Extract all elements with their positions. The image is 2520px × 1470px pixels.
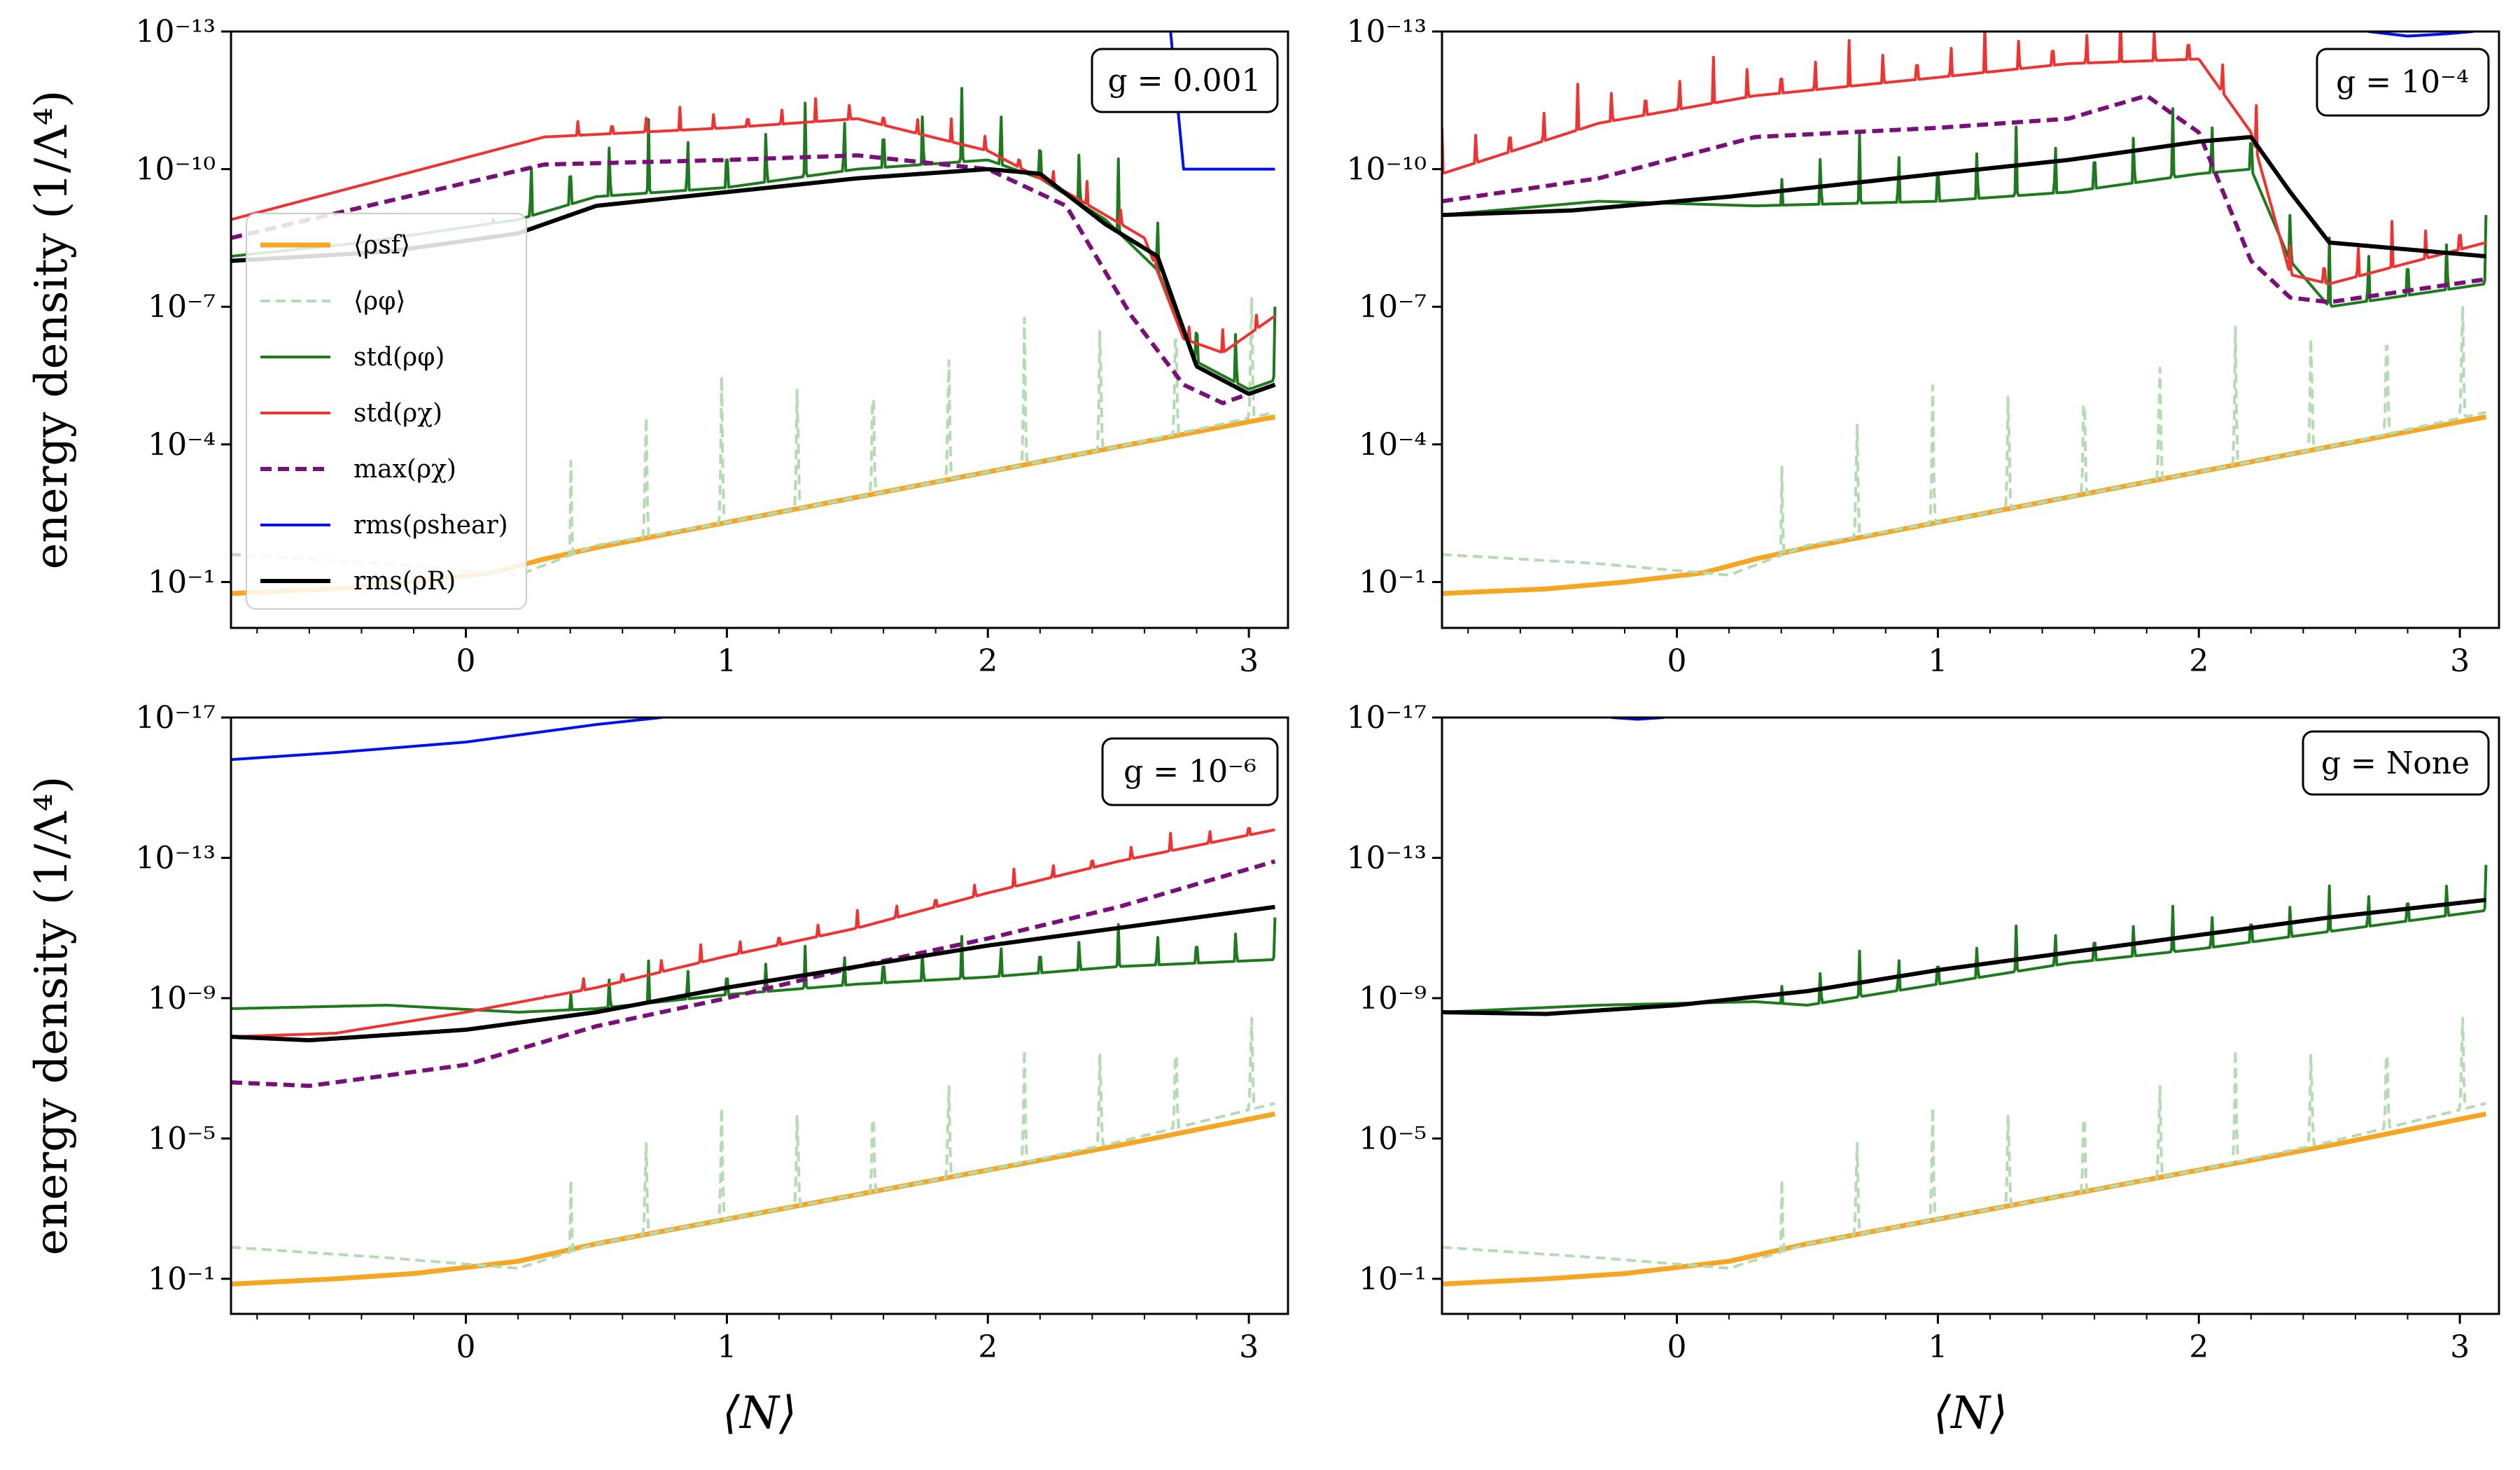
series-rms-rhoshear: [2367, 31, 2474, 38]
axes-frame: [1441, 716, 2500, 1315]
x-tick-label: 2: [978, 643, 997, 679]
y-tick-label: 10⁻¹³: [1347, 14, 1427, 50]
x-tick-label: 2: [2189, 643, 2208, 679]
y-tick-label: 10⁻⁷: [1359, 289, 1427, 325]
legend-label-rho-sf: ⟨ρsf⟩: [354, 231, 410, 260]
legend-label-rms-rho-shear: rms(ρshear): [354, 511, 508, 540]
series-rms-rhor: [231, 904, 1276, 1042]
y-tick-label: 10⁻⁵: [148, 1121, 216, 1156]
y-tick-label: 10⁻¹: [1359, 1261, 1427, 1297]
x-tick-label: 3: [1239, 643, 1259, 679]
x-tick-label: 3: [2450, 1329, 2470, 1365]
series-std-rhochi: [231, 827, 1275, 1039]
axes-frame: [1441, 30, 2500, 629]
y-tick-label: 10⁻⁹: [1359, 981, 1427, 1016]
x-tick-label: 0: [1667, 1329, 1687, 1365]
x-tick-label: 1: [1928, 643, 1947, 679]
y-tick-label: 10⁻⁷: [148, 289, 216, 325]
y-tick-label: 10⁻⁵: [1359, 1121, 1427, 1156]
x-tick-label: 3: [1239, 1329, 1259, 1365]
x-tick-label: 0: [456, 1329, 476, 1365]
x-tick-label: 1: [717, 1329, 736, 1365]
x-tick-label: 1: [717, 643, 736, 679]
y-tick-label: 10⁻¹³: [136, 14, 216, 50]
x-tick-label: 2: [978, 1329, 997, 1365]
y-tick-label: 10⁻¹: [1359, 564, 1427, 600]
y-tick-label: 10⁻¹⁰: [1347, 152, 1427, 188]
y-tick-label: 10⁻¹³: [1347, 840, 1427, 876]
series-rms-rhoshear: [231, 718, 663, 762]
legend: ⟨ρsf⟩ ⟨ρφ⟩ std(ρφ) std(ρχ) max(ρχ) rms(ρ…: [246, 213, 527, 610]
y-axis-label: energy density (1/Λ⁴): [26, 776, 78, 1256]
series-std-rhochi: [231, 97, 1276, 354]
legend-label-max-rho-chi: max(ρχ): [354, 455, 456, 484]
series-rhophi: [1442, 304, 2486, 577]
y-axis-label: energy density (1/Λ⁴): [26, 90, 78, 570]
y-tick-label: 10⁻¹⁷: [1347, 700, 1427, 736]
y-tick-label: 10⁻⁹: [148, 981, 216, 1016]
annotation-box: g = 0.001: [1091, 48, 1279, 113]
legend-label-rho-phi: ⟨ρφ⟩: [354, 287, 405, 316]
annotation-text: g = 10⁻⁴: [2336, 64, 2469, 100]
panel-top-right: 0 1 2 3 10⁻¹ 10⁻⁴ 10⁻⁷ 10⁻¹⁰ 10⁻¹³ g = 10⁻⁴: [1347, 14, 2500, 679]
series-rhophi: [1442, 1016, 2486, 1270]
legend-label-rms-rho-r: rms(ρR): [354, 567, 456, 596]
series-rhosf: [1442, 1111, 2488, 1287]
series-std-rhochi: [1442, 31, 2486, 286]
legend-label-std-rho-phi: std(ρφ): [354, 343, 444, 372]
legend-label-std-rho-chi: std(ρχ): [354, 399, 442, 428]
series-max-rhochi: [231, 153, 1276, 405]
series-rms-rhor: [1442, 134, 2487, 259]
y-tick-label: 10⁻¹³: [136, 840, 216, 876]
annotation-box: g = 10⁻⁶: [1101, 737, 1279, 806]
series-rhosf: [231, 1111, 1277, 1287]
x-tick-label: 1: [1928, 1329, 1947, 1365]
annotation-text: g = None: [2321, 746, 2470, 781]
annotation-text: g = 10⁻⁶: [1124, 754, 1256, 790]
x-axis-label: ⟨N⟩: [722, 1387, 797, 1439]
y-tick-label: 10⁻¹: [148, 1261, 216, 1297]
annotation-box: g = 10⁻⁴: [2316, 48, 2490, 117]
series-std-rhophi: [1442, 864, 2488, 1014]
axes-frame: [230, 30, 1289, 629]
annotation-box: g = None: [2302, 730, 2490, 796]
series-rhophi: [231, 1016, 1275, 1270]
y-tick-label: 10⁻¹: [148, 564, 216, 600]
panel-bottom-right: 0 1 2 3 10⁻¹ 10⁻⁵ 10⁻⁹ 10⁻¹³ 10⁻¹⁷ ⟨N⟩ g = None: [1347, 700, 2500, 1439]
series-std-rhophi: [1442, 107, 2488, 308]
y-tick-label: 10⁻⁴: [148, 427, 216, 463]
x-tick-label: 2: [2189, 1329, 2208, 1365]
x-tick-label: 0: [456, 643, 476, 679]
series-rms-rhoshear: [1169, 31, 1277, 171]
y-tick-label: 10⁻¹⁰: [136, 152, 216, 188]
y-tick-label: 10⁻¹⁷: [136, 700, 216, 736]
axes-frame: [230, 716, 1289, 1315]
series-rms-rhor: [1442, 897, 2487, 1016]
annotation-text: g = 0.001: [1108, 63, 1261, 99]
x-tick-label: 3: [2450, 643, 2470, 679]
panel-top-left: 0 1 2 3 10⁻¹ 10⁻⁴ 10⁻⁷ 10⁻¹⁰ 10⁻¹³ energy densit…: [26, 14, 1289, 679]
panel-bottom-left: 0 1 2 3 10⁻¹ 10⁻⁵ 10⁻⁹ 10⁻¹³ 10⁻¹⁷ energy densit…: [26, 700, 1289, 1439]
series-max-rhochi: [1442, 94, 2487, 304]
series-max-rhochi: [231, 859, 1276, 1088]
x-tick-label: 0: [1667, 643, 1687, 679]
x-axis-label: ⟨N⟩: [1933, 1387, 2008, 1439]
y-tick-label: 10⁻⁴: [1359, 427, 1427, 463]
